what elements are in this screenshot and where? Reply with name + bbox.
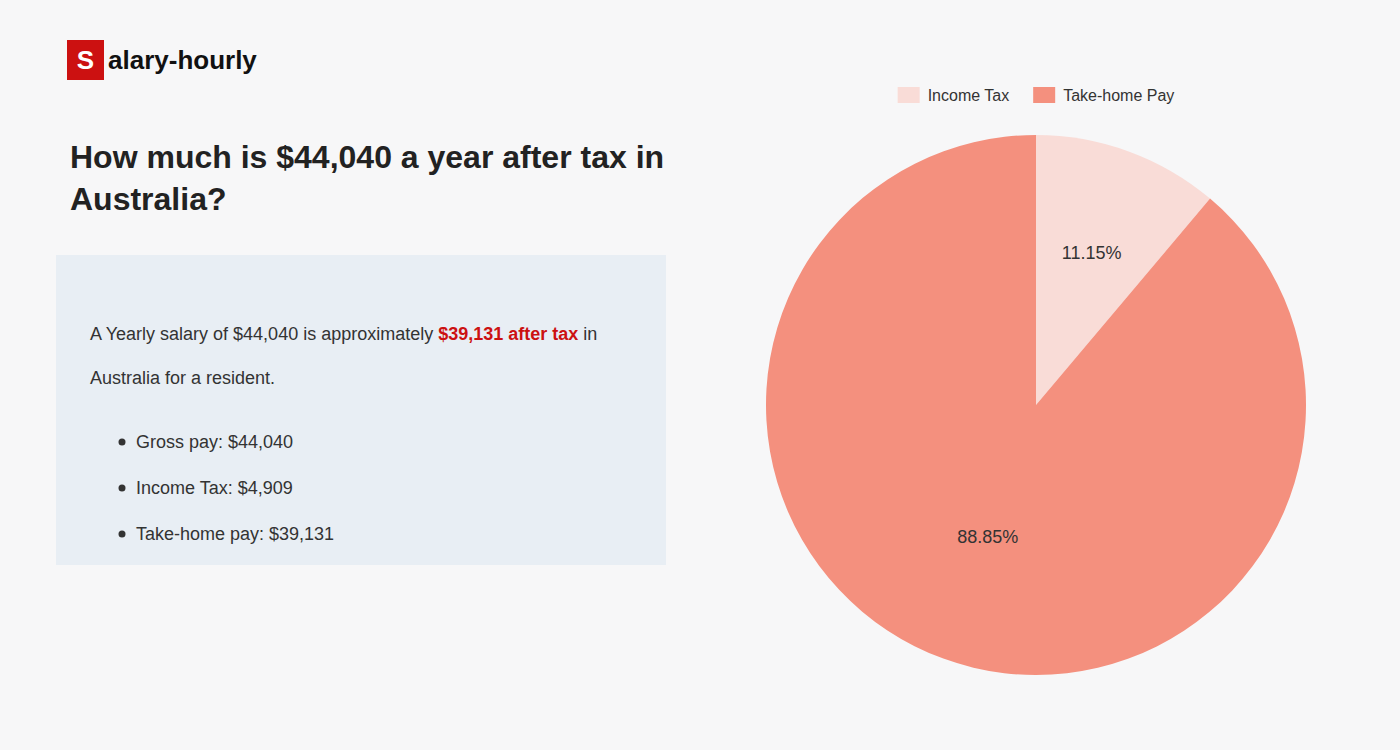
bullet	[119, 531, 126, 538]
info-box	[56, 255, 666, 565]
bullet-item: Take-home pay: $39,131	[136, 524, 334, 544]
summary-line: A Yearly salary of $44,040 is approximat…	[90, 324, 597, 344]
summary-part: A Yearly salary of $44,040 is approximat…	[90, 324, 438, 344]
logo-box	[67, 40, 104, 80]
title: How much is $44,040 a year after tax in A…	[70, 139, 664, 217]
logo-letter: S	[77, 45, 94, 75]
logo-text: alary-hourly	[108, 45, 257, 75]
data-label: 88.85%	[957, 527, 1018, 547]
legend-label: Income Tax	[928, 87, 1010, 104]
legend-label: Take-home Pay	[1063, 87, 1174, 104]
title-line: How much is $44,040 a year after tax in	[70, 139, 664, 175]
bullet	[119, 485, 126, 492]
data-label: 11.15%	[1062, 243, 1122, 263]
chart: Salary-hourly How much is $44,040 a year …	[0, 0, 1400, 750]
summary-line: Australia for a resident.	[90, 368, 275, 388]
background	[0, 0, 1400, 750]
title-line: Australia?	[70, 181, 226, 217]
bullet-item: Gross pay: $44,040	[136, 432, 293, 452]
legend: Income Tax Take-home Pay	[898, 87, 1175, 104]
summary-part: in	[578, 324, 597, 344]
pie-slice	[766, 135, 1306, 675]
pie	[766, 135, 1306, 675]
bullet	[119, 439, 126, 446]
bullet-item: Income Tax: $4,909	[136, 478, 293, 498]
legend-swatch	[898, 87, 920, 103]
legend-swatch	[1033, 87, 1055, 103]
summary-part: $39,131 after tax	[438, 324, 578, 344]
